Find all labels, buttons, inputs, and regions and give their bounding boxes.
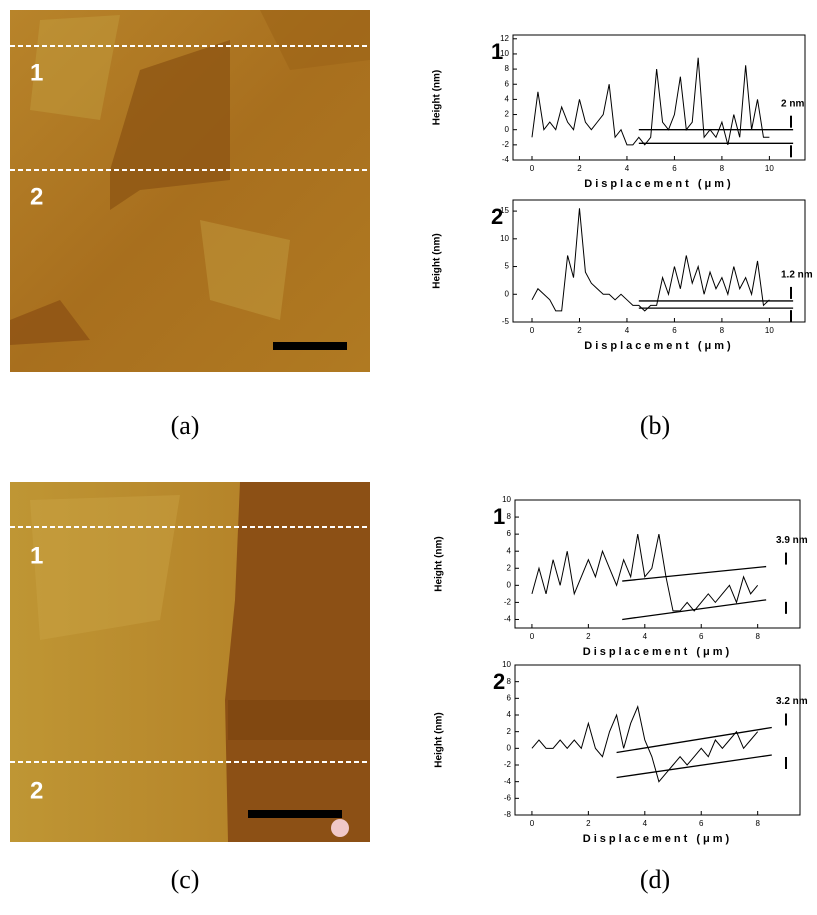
x-tick-label: 10 [765,326,774,335]
y-tick-label: 8 [505,64,510,73]
x-tick-label: 0 [530,632,535,641]
x-axis-label: Displacement (μm) [584,340,733,352]
x-tick-label: 2 [586,819,591,828]
y-axis-label: Height (nm) [434,536,445,592]
panel-number: 1 [491,39,503,64]
y-axis-label: Height (nm) [432,233,443,289]
y-tick-label: 12 [500,34,509,43]
x-tick-label: 6 [699,632,704,641]
x-axis-label: Displacement (μm) [583,833,732,845]
y-tick-label: 2 [505,110,510,119]
y-tick-label: -4 [502,155,510,164]
reference-line [616,754,772,779]
panel-number: 2 [491,204,503,229]
y-tick-label: 0 [507,743,512,752]
reference-line [622,565,767,582]
y-tick-label: 0 [505,125,510,134]
y-tick-label: 10 [500,234,509,243]
y-tick-label: 10 [502,495,511,504]
panel-number: 2 [493,669,505,694]
y-tick-label: 10 [500,49,509,58]
y-tick-label: 0 [505,289,510,298]
y-tick-label: -6 [504,793,512,802]
y-tick-label: -2 [502,140,510,149]
reference-line [616,726,772,754]
y-tick-label: -2 [504,598,512,607]
y-tick-label: 4 [507,546,512,555]
line-label: 2 [30,777,43,804]
x-tick-label: 4 [625,326,630,335]
caption: (a) [171,411,200,440]
profile-line [531,534,759,612]
x-tick-label: 6 [672,164,677,173]
x-axis-label: Displacement (μm) [583,646,732,658]
y-tick-label: 5 [505,262,510,271]
y-tick-label: 2 [507,563,512,572]
plot-frame [514,664,801,816]
profile-line [531,57,770,146]
plot-frame [514,499,801,629]
afm-image-a: 1 2 [10,10,370,372]
x-tick-label: 8 [755,632,760,641]
x-tick-label: 8 [720,164,725,173]
x-tick-label: 0 [530,326,535,335]
y-tick-label: 8 [507,512,512,521]
y-tick-label: 15 [500,206,509,215]
y-tick-label: 0 [507,580,512,589]
y-tick-label: -2 [504,760,512,769]
y-tick-label: 6 [507,693,512,702]
y-tick-label: -8 [504,810,512,819]
line-label: 2 [30,183,43,210]
y-tick-label: 6 [505,79,510,88]
y-axis-label: Height (nm) [434,712,445,768]
x-tick-label: 2 [577,326,582,335]
y-tick-label: 2 [507,727,512,736]
x-tick-label: 2 [577,164,582,173]
caption: (b) [640,411,670,440]
x-tick-label: 8 [720,326,725,335]
y-tick-label: -5 [502,317,510,326]
panel-number: 1 [493,504,505,529]
reference-line [622,599,767,621]
profile-line [531,705,759,783]
annotation: 1.2 nm [781,270,813,281]
y-tick-label: 10 [502,660,511,669]
x-tick-label: 8 [755,819,760,828]
x-tick-label: 6 [672,326,677,335]
profile-line [531,208,770,312]
y-axis-label: Height (nm) [432,70,443,126]
caption: (d) [640,865,670,894]
y-tick-label: -4 [504,777,512,786]
x-tick-label: 2 [586,632,591,641]
y-tick-label: 4 [505,95,510,104]
y-tick-label: 4 [507,710,512,719]
line-label: 1 [30,59,43,86]
plot-frame [512,199,806,323]
annotation: 2 nm [781,98,804,109]
annotation: 3.9 nm [776,535,808,546]
annotation: 3.2 nm [776,696,808,707]
caption: (c) [171,865,200,894]
y-tick-label: 6 [507,529,512,538]
x-tick-label: 0 [530,819,535,828]
line-label: 1 [30,542,43,569]
x-tick-label: 4 [643,819,648,828]
plot-frame [512,34,806,161]
y-tick-label: -4 [504,615,512,624]
y-tick-label: 8 [507,677,512,686]
x-tick-label: 0 [530,164,535,173]
x-axis-label: Displacement (μm) [584,178,733,190]
x-tick-label: 6 [699,819,704,828]
afm-image-c: 1 2 [10,482,370,842]
x-tick-label: 10 [765,164,774,173]
x-tick-label: 4 [625,164,630,173]
x-tick-label: 4 [643,632,648,641]
